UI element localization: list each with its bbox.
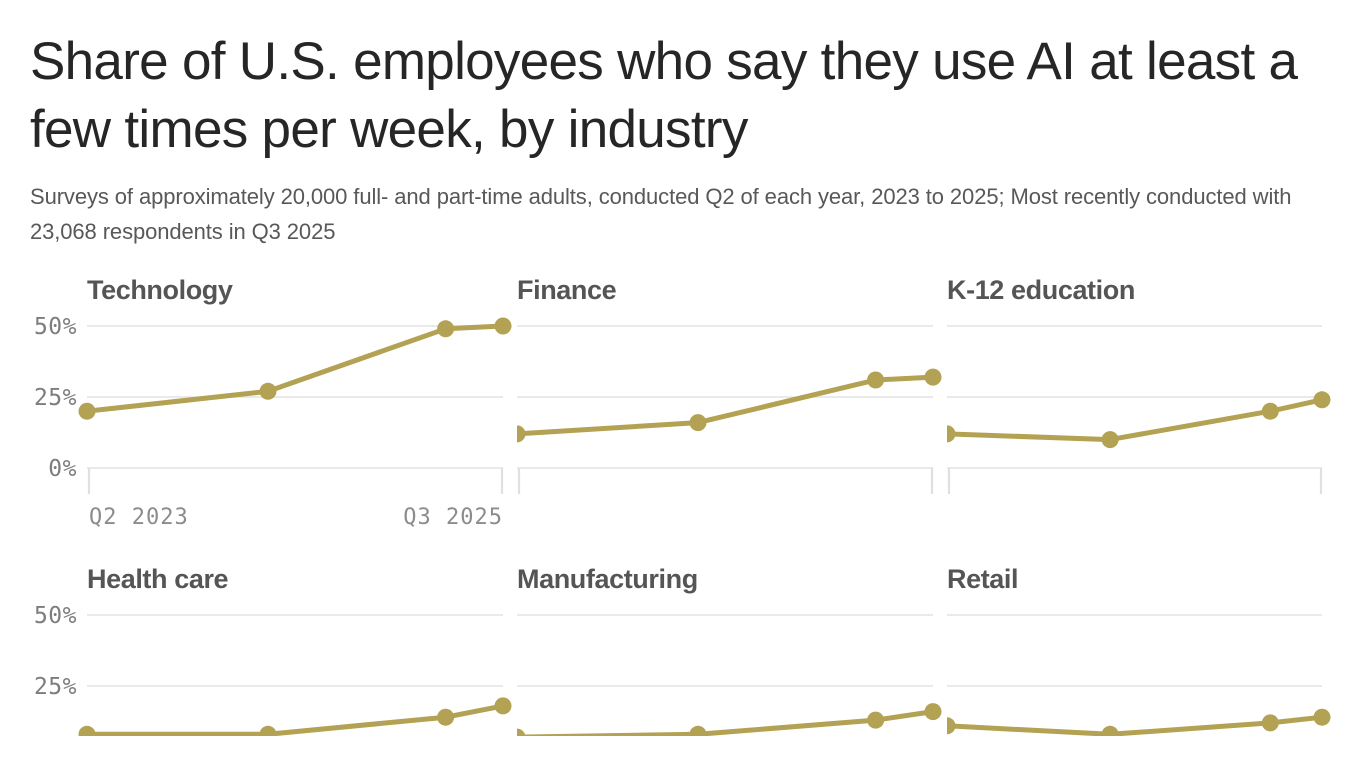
plot-manufacturing bbox=[517, 614, 942, 736]
chart-row-bottom: Health care 50% 25% Manufacturing Retail bbox=[30, 557, 1336, 736]
data-point bbox=[1313, 391, 1331, 409]
data-point bbox=[947, 425, 956, 443]
series-line bbox=[84, 323, 506, 414]
data-point bbox=[437, 320, 455, 338]
series-line bbox=[517, 709, 936, 736]
x-axis-start-label: Q2 2023 bbox=[89, 505, 189, 530]
panel-title-health-care: Health care bbox=[87, 564, 229, 594]
panel-technology: Technology 50% 25% 0% Q2 2023 Q3 2025 bbox=[30, 268, 517, 557]
panel-title-finance: Finance bbox=[517, 275, 617, 305]
data-point bbox=[259, 382, 277, 400]
series-line bbox=[947, 397, 1325, 443]
panel-title-manufacturing: Manufacturing bbox=[517, 564, 698, 594]
data-point bbox=[1261, 714, 1279, 732]
data-point bbox=[259, 725, 277, 736]
panel-k12-education: K-12 education bbox=[947, 268, 1336, 557]
data-point bbox=[517, 425, 526, 443]
series-line bbox=[947, 714, 1325, 736]
page-title: Share of U.S. employees who say they use… bbox=[30, 32, 1298, 160]
page-subtitle: Surveys of approximately 20,000 full- an… bbox=[30, 183, 1292, 245]
plot-finance bbox=[517, 325, 942, 494]
y-axis-tick-label: 50% bbox=[34, 603, 77, 629]
data-point bbox=[924, 703, 942, 721]
data-point bbox=[867, 371, 885, 389]
plot-technology: 50% 25% 0% Q2 2023 Q3 2025 bbox=[34, 314, 512, 530]
data-point bbox=[867, 711, 885, 729]
data-point bbox=[1261, 402, 1279, 420]
data-point bbox=[494, 317, 512, 335]
data-point bbox=[78, 725, 96, 736]
series-line bbox=[84, 703, 506, 736]
data-point bbox=[78, 402, 96, 420]
data-point bbox=[494, 697, 512, 715]
plot-k12-education bbox=[947, 325, 1331, 494]
small-multiples-grid: Technology 50% 25% 0% Q2 2023 Q3 2025 Financ… bbox=[30, 268, 1336, 736]
data-point bbox=[689, 725, 707, 736]
chart-row-top: Technology 50% 25% 0% Q2 2023 Q3 2025 Financ… bbox=[30, 268, 1336, 557]
y-axis-tick-label: 25% bbox=[34, 385, 77, 411]
data-point bbox=[689, 414, 707, 432]
panel-title-technology: Technology bbox=[87, 275, 233, 305]
panel-title-retail: Retail bbox=[947, 564, 1019, 594]
panel-title-k12-education: K-12 education bbox=[947, 275, 1135, 305]
series-line bbox=[517, 374, 936, 437]
data-point bbox=[947, 717, 956, 735]
panel-health-care: Health care 50% 25% bbox=[30, 557, 517, 736]
y-axis-tick-label: 25% bbox=[34, 674, 77, 700]
data-point bbox=[1313, 708, 1331, 726]
panel-retail: Retail bbox=[947, 557, 1336, 736]
plot-retail bbox=[947, 614, 1331, 736]
panel-finance: Finance bbox=[517, 268, 947, 557]
data-point bbox=[1101, 725, 1119, 736]
panel-manufacturing: Manufacturing bbox=[517, 557, 947, 736]
data-point bbox=[1101, 431, 1119, 449]
data-point bbox=[437, 708, 455, 726]
data-point bbox=[517, 728, 526, 736]
x-axis-end-label: Q3 2025 bbox=[403, 505, 503, 530]
plot-health-care: 50% 25% bbox=[34, 603, 512, 736]
y-axis-tick-label: 0% bbox=[48, 456, 77, 482]
y-axis-tick-label: 50% bbox=[34, 314, 77, 340]
data-point bbox=[924, 368, 942, 386]
